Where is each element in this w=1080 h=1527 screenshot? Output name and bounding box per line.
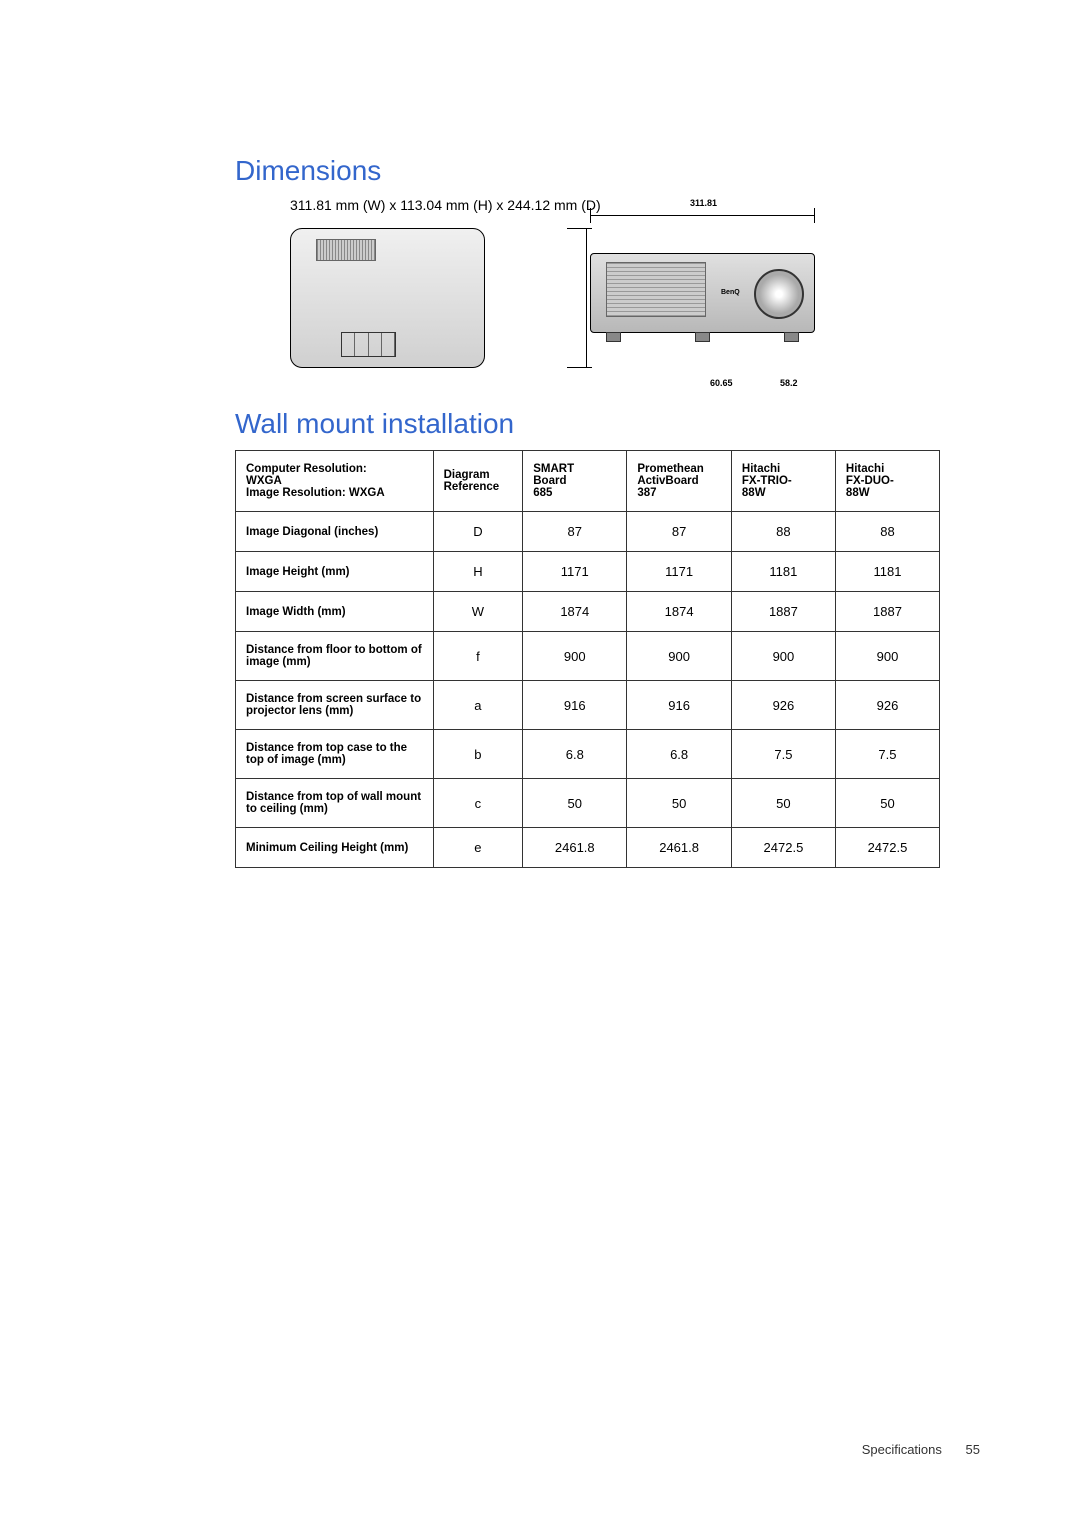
table-row: Image Diagonal (inches) D 87 87 88 88 [236,512,940,552]
table-header-smart: SMART Board 685 [523,451,627,512]
row-v3: 50 [731,779,835,828]
row-v1: 916 [523,681,627,730]
benq-logo: BenQ [721,289,740,296]
table-row: Minimum Ceiling Height (mm) e 2461.8 246… [236,828,940,868]
row-label: Minimum Ceiling Height (mm) [236,828,434,868]
row-v2: 900 [627,632,732,681]
row-v4: 1887 [835,592,939,632]
row-v1: 2461.8 [523,828,627,868]
dim-label-58: 58.2 [780,378,798,388]
dimensions-title: Dimensions [235,155,995,187]
row-v2: 87 [627,512,732,552]
table-header-hitachi-trio: Hitachi FX-TRIO- 88W [731,451,835,512]
table-row: Distance from top case to the top of ima… [236,730,940,779]
table-header-hitachi-duo: Hitachi FX-DUO- 88W [835,451,939,512]
row-label: Distance from top case to the top of ima… [236,730,434,779]
row-v2: 2461.8 [627,828,732,868]
table-header-promethean: Promethean ActivBoard 387 [627,451,732,512]
row-v4: 7.5 [835,730,939,779]
row-v1: 87 [523,512,627,552]
row-v3: 2472.5 [731,828,835,868]
row-label: Image Width (mm) [236,592,434,632]
footer-label: Specifications [862,1442,942,1457]
table-row: Image Width (mm) W 1874 1874 1887 1887 [236,592,940,632]
row-ref: c [433,779,523,828]
row-label: Distance from top of wall mount to ceili… [236,779,434,828]
row-v3: 1181 [731,552,835,592]
row-v4: 50 [835,779,939,828]
row-label: Distance from screen surface to projecto… [236,681,434,730]
row-v1: 1171 [523,552,627,592]
row-v3: 7.5 [731,730,835,779]
row-ref: D [433,512,523,552]
row-v1: 50 [523,779,627,828]
table-row: Distance from floor to bottom of image (… [236,632,940,681]
wall-mount-title: Wall mount installation [235,408,995,440]
row-label: Image Height (mm) [236,552,434,592]
row-label: Distance from floor to bottom of image (… [236,632,434,681]
projector-diagram: 244.12 113.04 311.81 BenQ 60.65 58.2 [290,228,995,383]
row-ref: a [433,681,523,730]
row-ref: f [433,632,523,681]
row-v3: 88 [731,512,835,552]
row-ref: e [433,828,523,868]
row-v2: 1171 [627,552,732,592]
row-ref: W [433,592,523,632]
row-v3: 926 [731,681,835,730]
table-header-diagram: Diagram Reference [433,451,523,512]
row-v4: 900 [835,632,939,681]
table-row: Distance from top of wall mount to ceili… [236,779,940,828]
page-footer: Specifications 55 [862,1442,980,1457]
row-v3: 900 [731,632,835,681]
dim-label-311: 311.81 [690,198,717,208]
row-v1: 6.8 [523,730,627,779]
wall-mount-table: Computer Resolution: WXGA Image Resoluti… [235,450,940,868]
table-row: Image Height (mm) H 1171 1171 1181 1181 [236,552,940,592]
row-v4: 2472.5 [835,828,939,868]
table-header-resolution: Computer Resolution: WXGA Image Resoluti… [236,451,434,512]
dim-label-60: 60.65 [710,378,733,388]
table-row: Distance from screen surface to projecto… [236,681,940,730]
footer-page-number: 55 [966,1442,980,1457]
row-v3: 1887 [731,592,835,632]
row-v4: 1181 [835,552,939,592]
row-v2: 6.8 [627,730,732,779]
projector-front-view: BenQ [590,253,815,333]
row-ref: b [433,730,523,779]
row-v4: 926 [835,681,939,730]
row-v4: 88 [835,512,939,552]
row-v1: 900 [523,632,627,681]
row-ref: H [433,552,523,592]
row-v1: 1874 [523,592,627,632]
row-v2: 916 [627,681,732,730]
row-v2: 50 [627,779,732,828]
row-label: Image Diagonal (inches) [236,512,434,552]
row-v2: 1874 [627,592,732,632]
projector-top-view [290,228,485,368]
